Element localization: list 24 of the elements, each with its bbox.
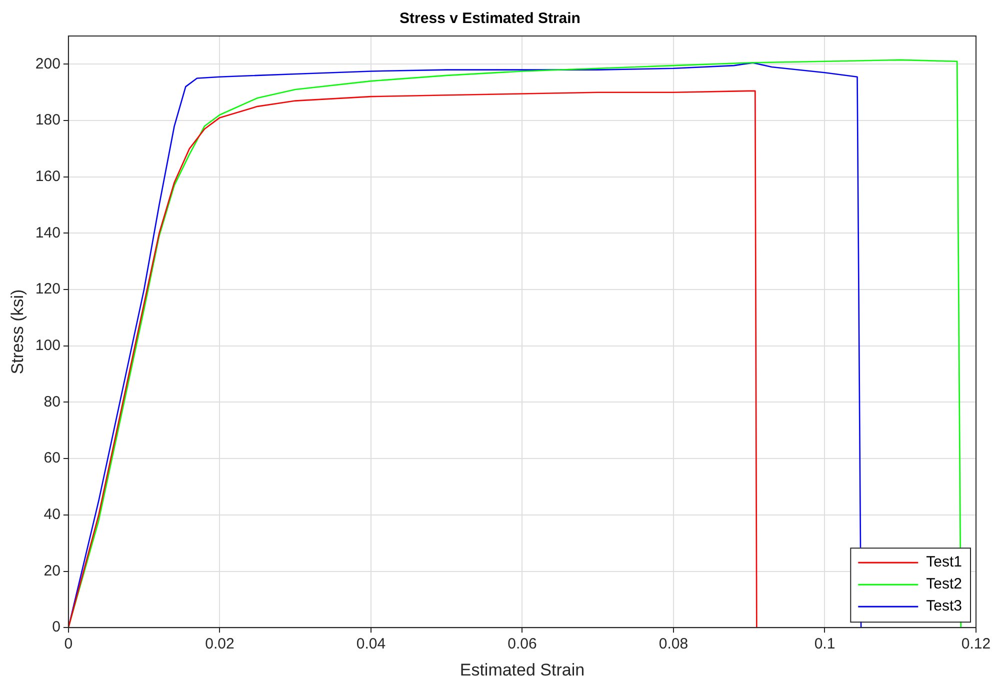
x-tick-label: 0.12 (961, 636, 991, 653)
x-tick-label: 0.1 (814, 636, 836, 653)
x-axis-title: Estimated Strain (460, 660, 585, 680)
legend-label: Test1 (926, 554, 962, 571)
legend-label: Test3 (926, 598, 962, 615)
y-tick-label: 20 (44, 562, 60, 580)
y-tick-label: 200 (35, 55, 60, 72)
y-tick-label: 40 (44, 506, 60, 524)
x-tick-label: 0.04 (356, 636, 386, 653)
y-tick-label: 180 (35, 112, 60, 129)
x-tick-label: 0 (64, 636, 73, 653)
chart-title: Stress v Estimated Strain (400, 10, 580, 28)
x-tick-label: 0.02 (205, 636, 234, 653)
y-tick-label: 120 (35, 280, 60, 298)
legend-label: Test2 (926, 576, 962, 593)
y-tick-label: 60 (44, 450, 60, 467)
x-tick-label: 0.06 (508, 636, 537, 653)
x-tick-label: 0.08 (658, 636, 688, 653)
y-tick-label: 80 (44, 393, 60, 410)
y-tick-label: 160 (35, 168, 60, 185)
y-tick-label: 140 (35, 224, 60, 242)
y-tick-label: 100 (35, 337, 60, 354)
y-axis-title: Stress (ksi) (8, 289, 27, 374)
y-tick-label: 0 (52, 618, 60, 636)
